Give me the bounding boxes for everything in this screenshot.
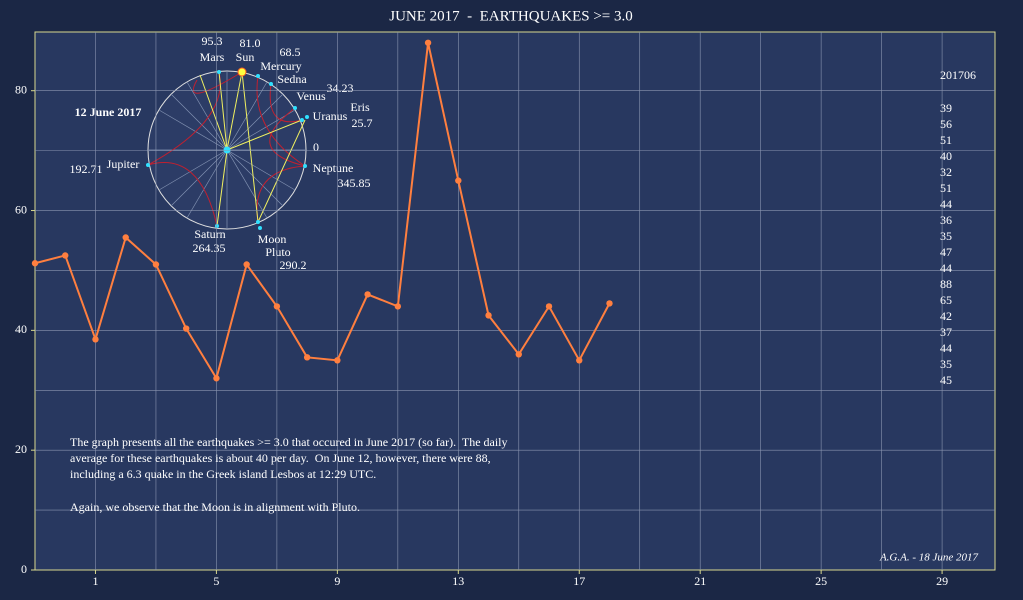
data-point [394,303,402,310]
wheel-label: 25.7 [352,116,373,130]
wheel-label: 81.0 [240,36,261,50]
side-list-value: 42 [940,309,952,323]
data-point [455,177,462,184]
wheel-label: Mercury [260,59,301,73]
wheel-label: Moon [258,232,287,246]
side-list-value: 35 [940,229,952,243]
data-point [152,261,160,268]
data-point [334,357,341,364]
data-point [273,303,281,310]
y-tick-label: 40 [15,322,27,336]
x-tick-label: 5 [213,574,219,588]
side-list-value: 44 [940,197,952,211]
side-list-value: 65 [940,293,952,307]
wheel-label: 68.5 [280,45,301,59]
description: Again, we observe that the Moon is in al… [70,500,360,514]
side-list-value: 35 [940,357,952,371]
data-point [243,261,250,268]
side-list-value: 88 [940,277,952,291]
wheel-label: 290.2 [280,258,307,272]
x-tick-label: 1 [92,574,98,588]
x-tick-label: 17 [573,574,585,588]
data-point [545,303,553,310]
wheel-label: 95.3 [202,34,223,48]
wheel-label: 192.71 [70,162,103,176]
data-point [515,351,522,358]
data-point [92,336,99,343]
wheel-sun [237,67,247,77]
side-list-value: 51 [940,133,952,147]
wheel-label: Eris [350,100,370,114]
data-point [303,354,311,361]
chart-title: JUNE 2017 - EARTHQUAKES >= 3.0 [389,8,633,24]
data-point [424,39,432,46]
side-list-title: 201706 [940,68,976,82]
series-line [34,42,611,381]
side-list-value: 56 [940,117,952,131]
y-tick-label: 60 [15,202,27,216]
data-point [182,325,190,332]
side-list-value: 47 [940,245,952,259]
x-tick-label: 13 [452,574,464,588]
data-point [606,300,613,307]
data-point [62,252,69,259]
wheel-label: 345.85 [338,176,371,190]
y-tick-label: 0 [21,562,27,576]
wheel-bodies [146,70,309,230]
wheel-label: 0 [313,140,319,154]
wheel-label: Sedna [277,72,307,86]
y-tick-label: 80 [15,82,27,96]
side-list-value: 32 [940,165,952,179]
side-list-value: 51 [940,181,952,195]
data-point [364,291,371,298]
wheel-label: Sun [236,50,255,64]
wheel-label: 34.23 [327,81,354,95]
data-point [31,260,39,267]
wheel-label: Mars [200,50,225,64]
wheel-label: Uranus [313,109,348,123]
wheel-label: Jupiter [107,157,140,171]
data-point [485,312,492,319]
wheel-label: 264.35 [193,241,226,255]
wheel-aspects [199,71,306,227]
wheel-label: Saturn [194,227,225,241]
credit: A.G.A. - 18 June 2017 [879,552,979,564]
x-tick-label: 21 [694,574,706,588]
x-tick-label: 25 [815,574,827,588]
wheel-label: Venus [296,89,326,103]
side-list-value: 39 [940,101,952,115]
wheel-date: 12 June 2017 [75,105,142,119]
wheel-label: Neptune [313,161,354,175]
side-list-value: 36 [940,213,952,227]
data-point [122,234,129,241]
description: average for these earthquakes is about 4… [70,451,491,465]
x-tick-label: 29 [936,574,948,588]
side-list-value: 45 [940,373,952,387]
description: including a 6.3 quake in the Greek islan… [70,467,376,481]
x-tick-label: 9 [334,574,340,588]
data-point [213,375,220,382]
side-list-value: 44 [940,341,952,355]
side-list-value: 40 [940,149,952,163]
data-point [576,357,583,364]
side-list-value: 44 [940,261,952,275]
side-list-value: 37 [940,325,952,339]
wheel-label: Pluto [265,245,290,259]
y-tick-label: 20 [15,442,27,456]
description: The graph presents all the earthquakes >… [70,435,508,449]
